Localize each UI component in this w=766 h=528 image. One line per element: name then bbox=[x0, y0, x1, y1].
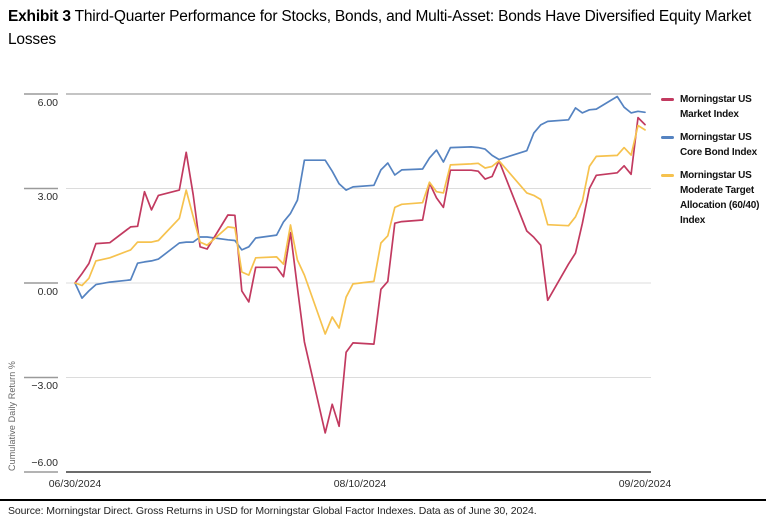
y-axis-tick-label: −6.00 bbox=[31, 457, 58, 469]
legend-entry-label: Morningstar US Market Index bbox=[680, 94, 752, 120]
source-note: Source: Morningstar Direct. Gross Return… bbox=[8, 505, 537, 517]
x-axis-tick-label: 08/10/2024 bbox=[333, 478, 387, 490]
footer-divider bbox=[0, 499, 766, 501]
legend-dash-icon bbox=[661, 135, 674, 139]
exhibit-title: Exhibit 3 Third-Quarter Performance for … bbox=[8, 6, 756, 51]
chart-legend: Morningstar US Market Index Morningstar U… bbox=[661, 92, 764, 236]
exhibit-title-text: Third-Quarter Performance for Stocks, Bo… bbox=[8, 8, 752, 48]
y-axis-tick-label: 6.00 bbox=[37, 96, 58, 109]
x-axis-tick-label: 06/30/2024 bbox=[48, 478, 102, 490]
y-axis-tick-label: −3.00 bbox=[31, 380, 58, 392]
y-axis-title: Cumulative Daily Return % bbox=[7, 360, 17, 471]
series-line-moderate-allocation bbox=[74, 124, 646, 335]
series-line-market bbox=[74, 116, 646, 434]
legend-entry-label: Morningstar US Moderate Target Allocatio… bbox=[680, 170, 760, 226]
legend-entry-moderate-allocation: Morningstar US Moderate Target Allocatio… bbox=[661, 168, 764, 228]
legend-dash-icon bbox=[661, 173, 674, 177]
legend-dash-icon bbox=[661, 97, 674, 101]
exhibit-number: Exhibit 3 bbox=[8, 8, 71, 25]
y-axis-tick-label: 0.00 bbox=[37, 285, 58, 298]
series-line-core-bond bbox=[74, 95, 646, 299]
legend-entry-label: Morningstar US Core Bond Index bbox=[680, 132, 758, 158]
y-axis-tick-label: 3.00 bbox=[37, 191, 58, 203]
x-axis-tick-label: 09/20/2024 bbox=[618, 478, 672, 490]
legend-entry-market: Morningstar US Market Index bbox=[661, 92, 764, 122]
legend-entry-core-bond: Morningstar US Core Bond Index bbox=[661, 130, 764, 160]
